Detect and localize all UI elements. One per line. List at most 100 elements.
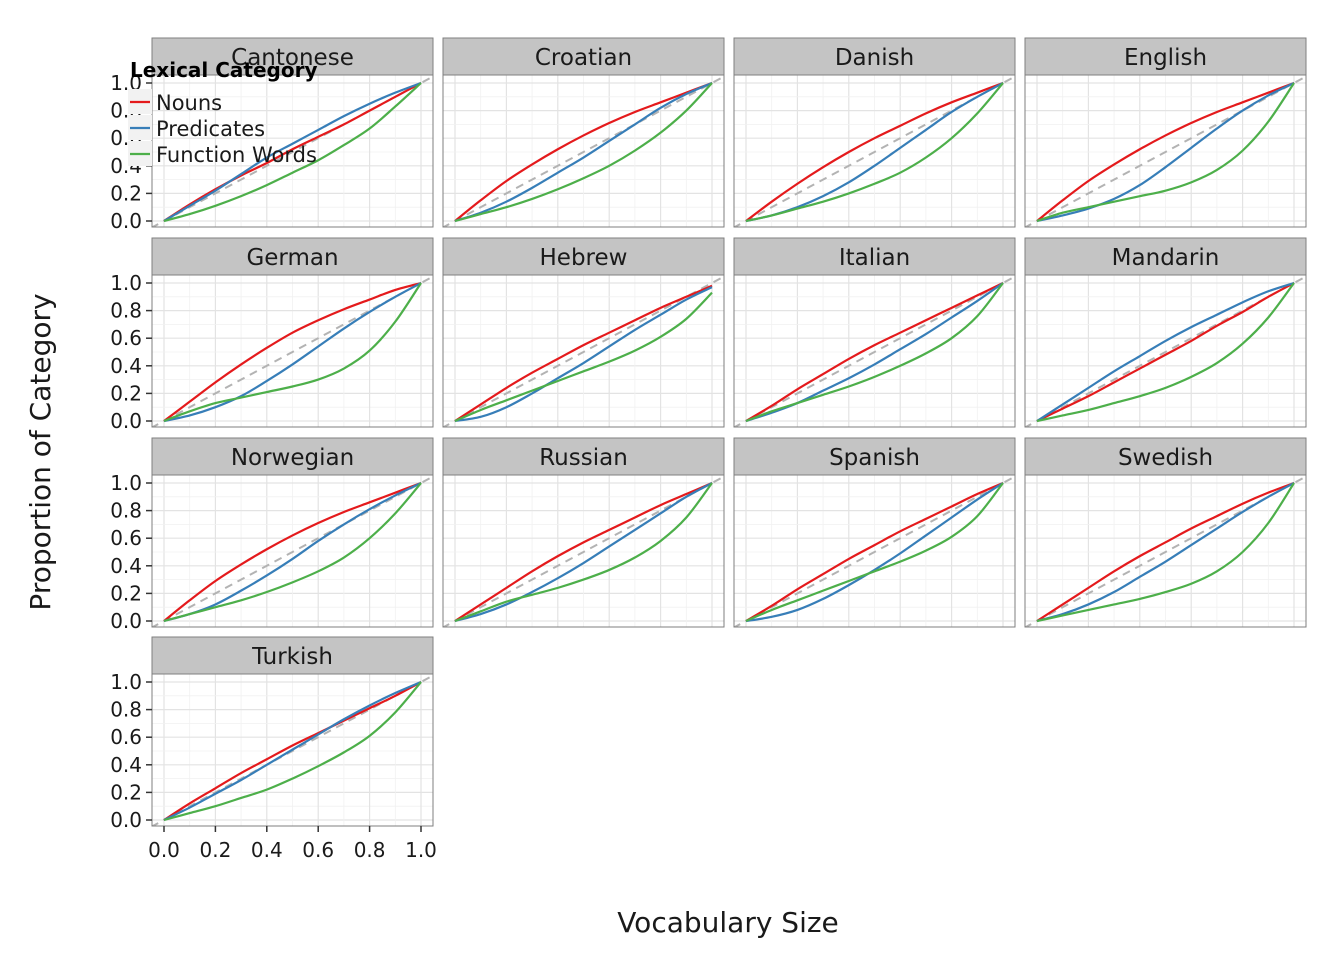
panel-border [442,474,725,628]
y-tick-label: 0.8 [110,499,142,523]
series-predicates-turkish [163,680,422,821]
series-function-words-cantonese [163,82,422,223]
panel-turkish: Turkish 0.0 0.2 0.4 0.6 0.8 1.0 0.0 0.2 0.4 0.6 0.8… [110,636,437,862]
reference-line-spanish [734,475,1015,627]
y-tick-label: 0.6 [110,725,142,749]
y-tick-label: 0.6 [110,526,142,550]
series-nouns-turkish [163,681,422,821]
y-tick-label: 0.0 [110,209,142,233]
panel-croatian: Croatian [442,37,725,228]
series-function-words-mandarin [1036,282,1295,423]
strip-english [1024,37,1307,76]
y-tick-label: 0.4 [110,354,142,378]
series-predicates-croatian [454,81,713,223]
series-function-words-hebrew [454,291,713,423]
series-nouns-russian [454,481,713,622]
reference-line-norwegian [152,475,433,627]
series-nouns-italian [745,282,1004,422]
series-function-words-spanish [745,482,1004,623]
strip-turkish [151,636,434,675]
x-tick-label: 0.0 [148,838,180,862]
strip-croatian [442,37,725,76]
panel-border [1024,274,1307,428]
strip-label-turkish: Turkish [251,644,333,670]
legend: Lexical Category NounsPredicatesFunction … [128,58,318,167]
panel-border [1024,74,1307,228]
strip-label-hebrew: Hebrew [540,245,628,271]
x-tick-label: 0.2 [199,838,231,862]
series-nouns-hebrew [454,284,713,422]
y-tick-label: 0.8 [110,698,142,722]
series-function-words-croatian [454,82,713,223]
strip-hebrew [442,237,725,276]
panel-mandarin: Mandarin [1024,237,1307,428]
grid-turkish [152,674,433,826]
panel-border [733,74,1016,228]
strip-label-croatian: Croatian [535,45,632,71]
grid-russian [443,475,724,627]
series-function-words-russian [454,482,713,623]
reference-line-italian [734,275,1015,427]
x-axis-title: Vocabulary Size [617,906,839,939]
strip-label-mandarin: Mandarin [1112,245,1220,271]
series-nouns-norwegian [163,481,422,622]
strip-cantonese [151,37,434,76]
y-tick-label: 0.2 [110,181,142,205]
series-nouns-swedish [1036,481,1295,622]
panel-italian: Italian [733,237,1016,428]
series-predicates-hebrew [454,286,713,423]
strip-label-swedish: Swedish [1118,445,1213,471]
series-nouns-cantonese [163,82,422,222]
grid-swedish [1025,475,1306,627]
series-predicates-english [1036,82,1295,223]
series-predicates-swedish [1036,482,1295,623]
strip-spanish [733,437,1016,476]
x-tick-label: 0.6 [302,838,334,862]
y-tick-label: 0.8 [110,299,142,323]
strip-label-danish: Danish [835,45,914,71]
y-tick-label: 0.2 [110,780,142,804]
panel-border [151,673,434,827]
panel-border [733,474,1016,628]
series-function-words-danish [745,82,1004,223]
series-function-words-swedish [1036,482,1295,623]
series-nouns-english [1036,81,1295,222]
strip-label-norwegian: Norwegian [231,445,354,471]
y-tick-label: 1.0 [110,271,142,295]
panel-border [442,274,725,428]
grid-italian [734,275,1015,427]
strip-norwegian [151,437,434,476]
y-tick-label: 0.2 [110,381,142,405]
y-tick-label: 0.2 [110,581,142,605]
grid-hebrew [443,275,724,427]
y-axis-title: Proportion of Category [24,293,57,610]
series-function-words-english [1036,82,1295,223]
strip-label-english: English [1124,45,1207,71]
series-function-words-italian [745,282,1004,423]
grid-mandarin [1025,275,1306,427]
panel-border [442,74,725,228]
panel-hebrew: Hebrew [442,237,725,428]
y-tick-label: 0.0 [110,609,142,633]
panel-border [1024,474,1307,628]
series-nouns-spanish [745,481,1004,622]
series-function-words-german [163,282,422,423]
series-nouns-croatian [454,81,713,222]
series-predicates-spanish [745,482,1004,623]
series-function-words-norwegian [163,482,422,623]
y-tick-label: 0.4 [110,753,142,777]
series-nouns-danish [745,81,1004,222]
series-function-words-turkish [163,681,422,822]
series-predicates-mandarin [1036,281,1295,422]
y-tick-label: 0.0 [110,409,142,433]
series-predicates-cantonese [163,81,422,222]
series-predicates-russian [454,482,713,623]
panel-swedish: Swedish [1024,437,1307,628]
strip-label-cantonese: Cantonese [231,45,354,71]
panel-spanish: Spanish [733,437,1016,628]
y-tick-label: 0.4 [110,554,142,578]
panel-border [151,274,434,428]
x-tick-label: 0.8 [354,838,386,862]
y-tick-label: 1.0 [110,670,142,694]
